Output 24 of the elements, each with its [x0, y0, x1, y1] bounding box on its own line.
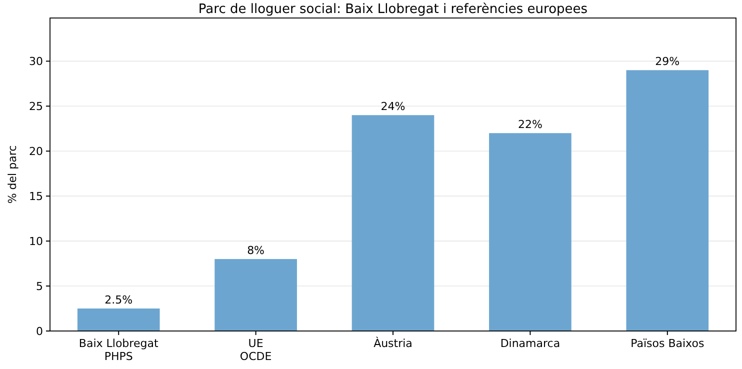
- bar: [352, 115, 434, 331]
- y-tick-label: 15: [29, 190, 43, 204]
- bar: [77, 308, 160, 331]
- y-tick-label: 25: [29, 100, 43, 114]
- bar: [489, 133, 572, 331]
- x-tick-label: Baix Llobregat PHPS: [78, 337, 159, 363]
- y-tick-label: 20: [29, 145, 43, 158]
- y-tick-label: 0: [36, 325, 43, 338]
- data-label: 22%: [518, 118, 542, 132]
- bar: [626, 70, 709, 331]
- x-tick-label: Àustria: [374, 336, 412, 350]
- data-label: 2.5%: [104, 294, 133, 307]
- data-label: 24%: [380, 100, 406, 114]
- data-label: 29%: [655, 55, 680, 68]
- y-tick-label: 10: [29, 235, 43, 248]
- chart-title: Parc de lloguer social: Baix Llobregat i referències europees: [198, 2, 588, 17]
- x-tick-label: UE OCDE: [240, 337, 272, 363]
- y-tick-label: 30: [29, 55, 43, 68]
- y-axis-title: % del parc: [6, 145, 19, 204]
- bar: [214, 259, 297, 331]
- data-label: 8%: [247, 244, 265, 258]
- x-tick-label: Països Baixos: [630, 337, 704, 350]
- x-tick-label: Dinamarca: [500, 337, 560, 350]
- y-tick-label: 5: [36, 280, 43, 294]
